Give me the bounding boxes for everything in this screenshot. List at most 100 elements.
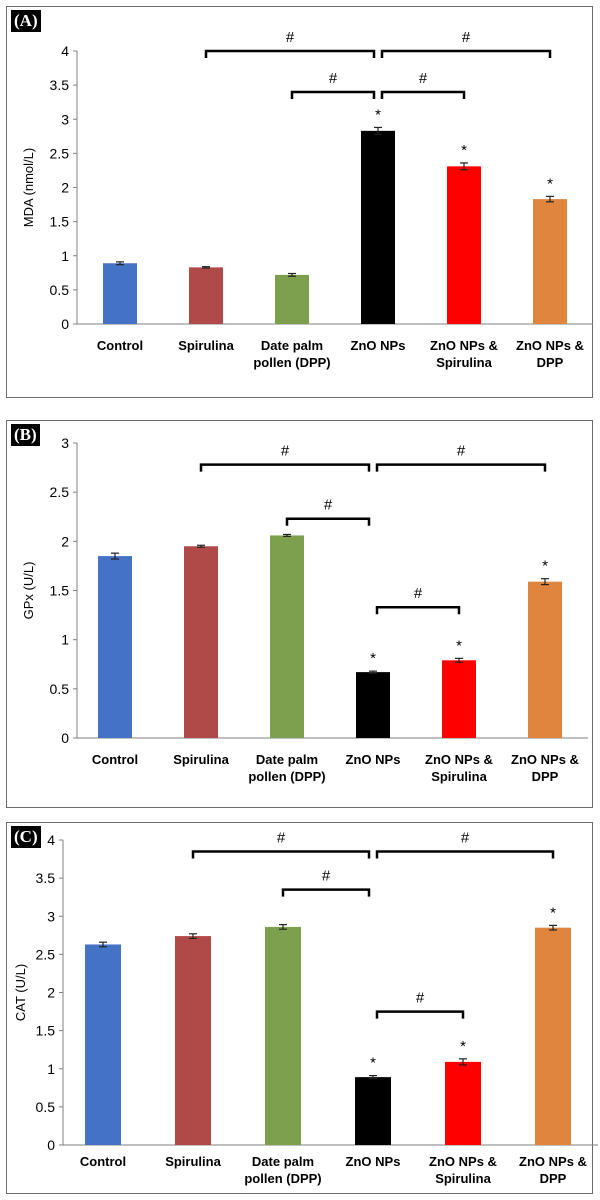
- bar: [184, 546, 218, 738]
- panel-c: (C) 0 0.5 1 1.5 2 2.5 3 3.5 4 CAT (U/L) Control Spi…: [6, 822, 598, 1194]
- category-label: ZnO NPs & DPP: [516, 338, 584, 370]
- comparison-bracket: [285, 517, 371, 526]
- comparison-bracket: [281, 888, 371, 897]
- bar: [535, 927, 571, 1145]
- y-tick-label: 3: [61, 111, 69, 127]
- comparison-label: #: [286, 29, 295, 46]
- comparison-label: #: [416, 990, 425, 1007]
- y-tick-label: 3: [47, 908, 55, 924]
- category-label-line: ZnO NPs: [346, 1154, 401, 1169]
- comparison-bracket: [290, 90, 376, 99]
- y-tick-label: 4: [61, 43, 69, 59]
- y-tick-label: 2.5: [50, 145, 70, 161]
- category-label: ZnO NPs & DPP: [519, 1154, 587, 1186]
- category-label-line: DPP: [540, 1171, 567, 1186]
- y-axis-title: MDA (nmol/L): [21, 148, 36, 227]
- bar: [445, 1061, 481, 1145]
- category-label: Spirulina: [173, 752, 229, 767]
- category-label: ZnO NPs & Spirulina: [425, 752, 493, 784]
- bar: [189, 267, 223, 324]
- category-label-line: ZnO NPs: [351, 338, 406, 353]
- category-label: ZnO NPs: [346, 752, 401, 767]
- category-label-line: ZnO NPs &: [516, 338, 584, 353]
- significance-star: *: [370, 1055, 376, 1072]
- category-label-line: Spirulina: [173, 752, 229, 767]
- bar: [275, 274, 309, 324]
- y-tick-label: 0.5: [36, 1099, 56, 1115]
- significance-star: *: [460, 1038, 466, 1055]
- bar: [447, 166, 481, 324]
- panel-a: (A) 0 0.5 1 1.5 2 2.5 3 3.5 4 MDA (nmol/L) Control…: [6, 6, 593, 398]
- chart-gpx: 0 0.5 1 1.5 2 2.5 3 GPx (U/L) Control Spirulina Da…: [21, 435, 588, 784]
- comparison-label: #: [324, 497, 333, 514]
- significance-star: *: [370, 650, 376, 667]
- y-tick-label: 0.5: [50, 282, 70, 298]
- category-label-line: pollen (DPP): [244, 1171, 321, 1186]
- panel-label: (B): [11, 424, 40, 446]
- y-tick-label: 1: [47, 1061, 55, 1077]
- comparison-label: #: [414, 585, 423, 602]
- comparison-bracket: [375, 850, 555, 859]
- comparison-label: #: [322, 868, 331, 885]
- y-tick-label: 2: [61, 180, 69, 196]
- y-tick-label: 1: [61, 248, 69, 264]
- y-tick-label: 2.5: [50, 484, 70, 500]
- bar: [175, 936, 211, 1145]
- category-label-line: Control: [92, 752, 138, 767]
- bar: [103, 263, 137, 324]
- category-label-line: DPP: [537, 355, 564, 370]
- bar: [533, 199, 567, 324]
- y-tick-label: 3.5: [50, 77, 70, 93]
- category-label-line: Spirulina: [435, 1171, 491, 1186]
- comparison-bracket: [375, 463, 547, 472]
- category-label-line: ZnO NPs &: [430, 338, 498, 353]
- bar: [98, 556, 132, 738]
- y-tick-label: 1.5: [50, 214, 70, 230]
- y-tick-label: 0.5: [50, 681, 70, 697]
- y-axis-title: GPx (U/L): [21, 562, 36, 620]
- y-tick-label: 0: [61, 316, 69, 332]
- category-label-line: ZnO NPs &: [511, 752, 579, 767]
- category-label: ZnO NPs & Spirulina: [429, 1154, 497, 1186]
- y-tick-label: 1: [61, 632, 69, 648]
- comparison-bracket: [375, 605, 461, 615]
- category-label: Date palm pollen (DPP): [248, 752, 325, 784]
- category-label: Date palm pollen (DPP): [244, 1154, 321, 1186]
- category-label-line: Date palm: [256, 752, 318, 767]
- comparison-label: #: [329, 70, 338, 87]
- y-tick-label: 2.5: [36, 946, 56, 962]
- comparison-label: #: [281, 443, 290, 460]
- category-label: Control: [92, 752, 138, 767]
- chart-mda: 0 0.5 1 1.5 2 2.5 3 3.5 4 MDA (nmol/L) Control Spir…: [21, 29, 593, 370]
- panel-b: (B) 0 0.5 1 1.5 2 2.5 3 GPx (U/L) Control Spiruli…: [6, 420, 593, 808]
- category-label: Spirulina: [178, 338, 234, 353]
- bar: [528, 581, 562, 738]
- bar: [85, 944, 121, 1145]
- y-tick-label: 1.5: [50, 583, 70, 599]
- comparison-bracket: [375, 1010, 465, 1019]
- category-label-line: DPP: [532, 769, 559, 784]
- comparison-bracket: [380, 49, 552, 58]
- category-label: Control: [80, 1154, 126, 1169]
- category-label-line: ZnO NPs &: [429, 1154, 497, 1169]
- comparison-bracket: [380, 90, 466, 99]
- significance-star: *: [375, 106, 381, 123]
- category-label: Spirulina: [165, 1154, 221, 1169]
- category-label-line: Date palm: [261, 338, 323, 353]
- bar: [442, 660, 476, 738]
- bar: [355, 1077, 391, 1145]
- significance-star: *: [461, 142, 467, 159]
- category-label-line: Spirulina: [436, 355, 492, 370]
- comparison-label: #: [457, 443, 466, 460]
- category-label-line: Spirulina: [165, 1154, 221, 1169]
- comparison-bracket: [204, 49, 376, 58]
- category-label: ZnO NPs & DPP: [511, 752, 579, 784]
- category-label: ZnO NPs & Spirulina: [430, 338, 498, 370]
- category-label-line: Spirulina: [178, 338, 234, 353]
- comparison-bracket: [191, 850, 371, 859]
- comparison-label: #: [462, 29, 471, 46]
- y-tick-label: 3.5: [36, 870, 56, 886]
- category-label-line: Date palm: [252, 1154, 314, 1169]
- y-axis-title: CAT (U/L): [13, 964, 28, 1021]
- comparison-bracket: [199, 463, 371, 472]
